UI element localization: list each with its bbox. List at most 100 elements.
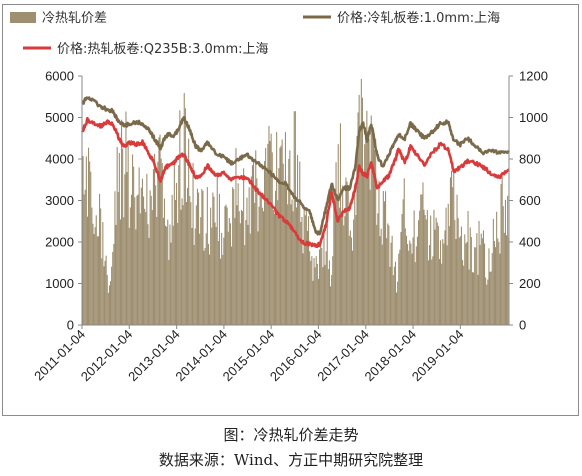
spread-bar <box>366 110 368 325</box>
spread-bar <box>398 253 400 325</box>
spread-bar <box>260 195 262 325</box>
spread-bar <box>123 217 125 325</box>
spread-bar <box>408 250 410 325</box>
spread-bar <box>206 187 208 325</box>
spread-bar <box>271 152 273 325</box>
spread-bar <box>245 220 247 325</box>
legend-label: 价格:热轧板卷:Q235B:3.0mm:上海 <box>57 41 269 57</box>
spread-bar <box>322 267 324 325</box>
spread-bar <box>488 248 490 325</box>
spread-bar <box>393 266 395 325</box>
y-right-tick-label: 1000 <box>519 110 548 125</box>
spread-bar <box>135 229 137 325</box>
spread-bar <box>401 214 403 325</box>
spread-bar <box>233 189 235 325</box>
spread-bar <box>404 228 406 325</box>
spread-bar <box>283 180 285 325</box>
spread-bar <box>440 240 442 325</box>
spread-bar <box>111 266 113 325</box>
spread-bar <box>449 177 451 325</box>
spread-bar <box>315 256 317 325</box>
spread-bar <box>209 254 211 325</box>
spread-bar <box>335 162 337 325</box>
spread-bar <box>217 241 219 325</box>
spread-bar <box>486 284 488 325</box>
spread-bar <box>419 210 421 325</box>
spread-bar <box>294 111 296 325</box>
spread-bar <box>409 240 411 325</box>
spread-bar <box>413 210 415 325</box>
spread-bar <box>387 223 389 325</box>
spread-bar <box>178 165 180 325</box>
spread-bar <box>97 236 99 325</box>
spread-bar <box>347 189 349 325</box>
spread-bar <box>132 154 134 325</box>
spread-bar <box>243 168 245 325</box>
spread-bar <box>385 191 387 325</box>
spread-bar <box>166 226 168 325</box>
spread-bar <box>101 258 103 325</box>
spread-bar <box>471 272 473 325</box>
spread-bar <box>236 205 238 325</box>
spread-bar <box>193 245 195 325</box>
spread-bar <box>257 231 259 325</box>
spread-bar <box>234 217 236 325</box>
spread-bar <box>326 223 328 325</box>
y-left-tick-label: 0 <box>67 318 74 333</box>
spread-bar <box>174 199 176 325</box>
spread-bar <box>214 222 216 325</box>
spread-bar <box>368 138 370 325</box>
spread-bar <box>268 125 270 325</box>
spread-bar <box>191 228 193 325</box>
y-right-tick-label: 400 <box>519 235 541 250</box>
spread-bar <box>232 187 234 325</box>
chart-frame: 冷热轧价差 价格:冷轧板卷:1.0mm:上海 价格:热轧板卷:Q235B:3.0mm… <box>2 4 579 416</box>
spread-bar <box>392 275 394 325</box>
y-right-tick-label: 600 <box>519 193 541 208</box>
spread-bar <box>275 190 277 325</box>
spread-bar <box>442 239 444 325</box>
spread-bar <box>299 161 301 325</box>
spread-bar <box>117 191 119 325</box>
spread-bar <box>399 249 401 325</box>
spread-bar <box>470 236 472 325</box>
spread-bar <box>443 243 445 325</box>
spread-bar <box>103 266 105 325</box>
spread-bar <box>289 150 291 325</box>
spread-bar <box>261 207 263 325</box>
spread-bar <box>430 215 432 325</box>
spread-bar <box>453 172 455 325</box>
spread-bar <box>85 156 87 325</box>
spread-bar <box>148 237 150 325</box>
spread-bar <box>292 211 294 325</box>
spread-bar <box>451 170 453 325</box>
spread-bar <box>431 259 433 325</box>
spread-bar <box>298 202 300 325</box>
spread-bar <box>445 207 447 325</box>
spread-bar <box>212 192 214 325</box>
spread-bar <box>357 112 359 325</box>
spread-bar <box>216 172 218 325</box>
spread-bar <box>350 237 352 325</box>
spread-bar <box>391 235 393 325</box>
spread-bar <box>82 156 84 325</box>
x-tick-label: 2019-01-04 <box>409 327 467 385</box>
spread-bar <box>205 233 207 325</box>
spread-bar <box>108 285 110 325</box>
spread-bar <box>198 192 200 325</box>
spread-bar <box>246 197 248 325</box>
spread-bar <box>138 167 140 325</box>
spread-bar <box>424 215 426 325</box>
spread-bar <box>462 260 464 325</box>
spread-bar <box>189 196 191 325</box>
y-left-tick-label: 2000 <box>45 235 74 250</box>
spread-bar <box>269 140 271 325</box>
spread-bar <box>251 165 253 325</box>
spread-bar <box>89 161 91 325</box>
spread-bar <box>416 236 418 325</box>
spread-bar <box>119 219 121 325</box>
data-source-note: 数据来源：Wind、方正中期研究院整理 <box>158 451 424 469</box>
spread-bar <box>187 188 189 325</box>
spread-bar <box>288 159 290 325</box>
spread-bar <box>301 216 303 325</box>
